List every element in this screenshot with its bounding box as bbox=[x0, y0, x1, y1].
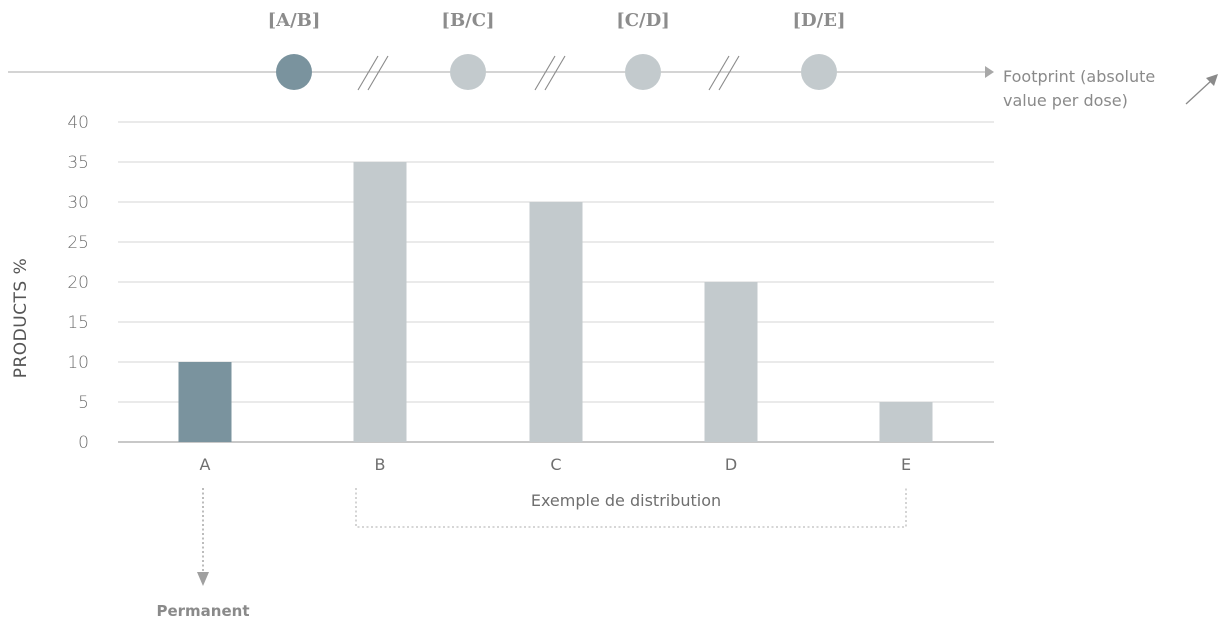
y-tick-label: 40 bbox=[67, 113, 89, 133]
footprint-axis: [A/B] [B/C] [C/D] [D/E] Footprint (absolute… bbox=[8, 10, 1218, 110]
bar-C bbox=[529, 202, 583, 442]
x-category-label: E bbox=[901, 455, 911, 474]
y-tick-label: 0 bbox=[78, 433, 89, 453]
y-tick-label: 35 bbox=[67, 153, 89, 173]
y-tick-label: 30 bbox=[67, 193, 89, 213]
boundary-marker bbox=[625, 54, 661, 90]
permanent-arrow bbox=[197, 488, 209, 586]
y-tick-label: 25 bbox=[67, 233, 89, 253]
y-tick-label: 10 bbox=[67, 353, 89, 373]
boundary-label: [D/E] bbox=[793, 10, 846, 31]
y-tick-label: 20 bbox=[67, 273, 89, 293]
boundary-markers bbox=[276, 54, 837, 90]
y-tick-label: 5 bbox=[78, 393, 89, 413]
boundary-marker bbox=[276, 54, 312, 90]
x-category-label: C bbox=[550, 455, 561, 474]
bar-D bbox=[704, 282, 758, 442]
bar-E bbox=[879, 402, 933, 442]
distribution-bracket bbox=[355, 488, 907, 528]
bars bbox=[178, 162, 933, 442]
y-axis-title: PRODUCTS % bbox=[11, 258, 31, 379]
footprint-axis-arrowhead bbox=[985, 66, 994, 78]
x-category-label: B bbox=[375, 455, 386, 474]
footprint-axis-label-line1: Footprint (absolute bbox=[1003, 67, 1155, 86]
footprint-axis-label-line2: value per dose) bbox=[1003, 91, 1128, 110]
x-axis-categories: A B C D E bbox=[200, 455, 912, 474]
bar-B bbox=[353, 162, 407, 442]
y-axis-ticks: 0 5 10 15 20 25 30 35 40 bbox=[67, 113, 89, 453]
boundary-labels: [A/B] [B/C] [C/D] [D/E] bbox=[268, 10, 846, 31]
boundary-marker bbox=[801, 54, 837, 90]
boundary-marker bbox=[450, 54, 486, 90]
axis-break-marks bbox=[357, 55, 740, 91]
x-category-label: A bbox=[200, 455, 211, 474]
distribution-label: Exemple de distribution bbox=[531, 491, 721, 510]
y-tick-label: 15 bbox=[67, 313, 89, 333]
boundary-label: [C/D] bbox=[616, 10, 670, 31]
x-category-label: D bbox=[725, 455, 737, 474]
boundary-label: [B/C] bbox=[441, 10, 494, 31]
boundary-label: [A/B] bbox=[268, 10, 321, 31]
increase-arrow-icon bbox=[1185, 74, 1218, 105]
bar-A bbox=[178, 362, 232, 442]
permanent-label: Permanent bbox=[156, 602, 249, 620]
